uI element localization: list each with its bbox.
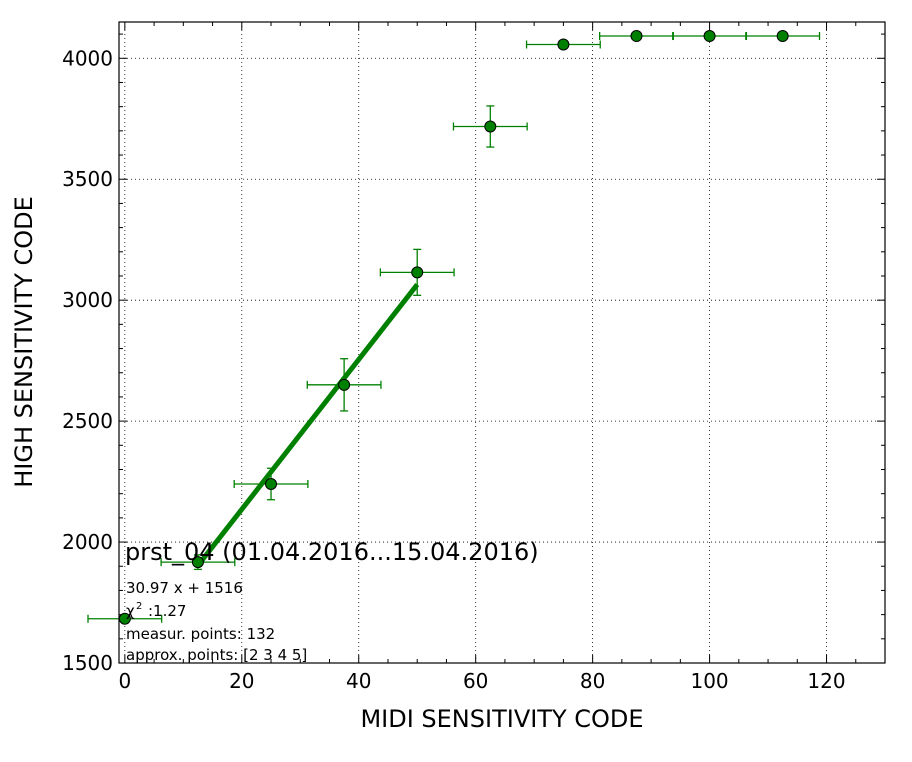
annotation-chi2-symbol: χ	[126, 602, 135, 620]
data-point	[484, 120, 497, 133]
data-point-group	[599, 30, 674, 43]
data-point-group	[672, 30, 748, 43]
x-tick-label: 0	[118, 669, 131, 693]
data-point-group	[745, 30, 821, 43]
data-point	[630, 30, 643, 43]
data-point	[265, 478, 278, 491]
y-tick-label: 3500	[62, 167, 113, 191]
data-point-group	[233, 467, 309, 501]
data-point	[191, 556, 204, 569]
data-point	[411, 266, 424, 279]
annotation-approx-points: approx. points: [2 3 4 5]	[126, 646, 307, 664]
x-tick-label: 120	[807, 669, 845, 693]
annotation-chi2-sup: 2	[136, 601, 142, 612]
data-point	[338, 378, 351, 391]
x-tick-label: 40	[346, 669, 371, 693]
data-point	[703, 30, 716, 43]
y-tick-label: 2500	[62, 409, 113, 433]
annotation-measur-points: measur. points: 132	[126, 625, 275, 643]
data-point	[557, 38, 570, 51]
x-tick-label: 60	[463, 669, 488, 693]
data-point-group	[379, 248, 455, 296]
x-tick-label: 80	[580, 669, 605, 693]
y-tick-label: 4000	[62, 46, 113, 70]
x-tick-label: 100	[690, 669, 728, 693]
tick-labels: 0 20 40 60 80 100 120 1500 2000 2500 3000 3500 4000	[62, 46, 846, 693]
fit-line	[195, 283, 420, 568]
grid-lines	[119, 22, 885, 664]
y-tick-label: 2000	[62, 530, 113, 554]
data-points	[87, 30, 821, 625]
y-tick-label: 1500	[62, 651, 113, 675]
x-tick-label: 20	[229, 669, 254, 693]
data-point-group	[452, 105, 528, 148]
annotation-title: prst_04 (01.04.2016...15.04.2016)	[125, 538, 539, 566]
axis-ticks	[119, 22, 886, 664]
data-point-group	[160, 554, 236, 571]
annotation-equation: 30.97 x + 1516	[126, 579, 243, 597]
x-axis-label: MIDI SENSITIVITY CODE	[360, 705, 643, 733]
plot-frame	[118, 21, 886, 664]
data-point-group	[525, 38, 601, 51]
annotation-chi2-value: :1.27	[148, 602, 186, 620]
y-tick-label: 3000	[62, 288, 113, 312]
fit-line-group	[195, 283, 420, 568]
y-axis-label: HIGH SENSITIVITY CODE	[10, 196, 38, 488]
data-point	[776, 30, 789, 43]
data-point-group	[306, 358, 382, 412]
